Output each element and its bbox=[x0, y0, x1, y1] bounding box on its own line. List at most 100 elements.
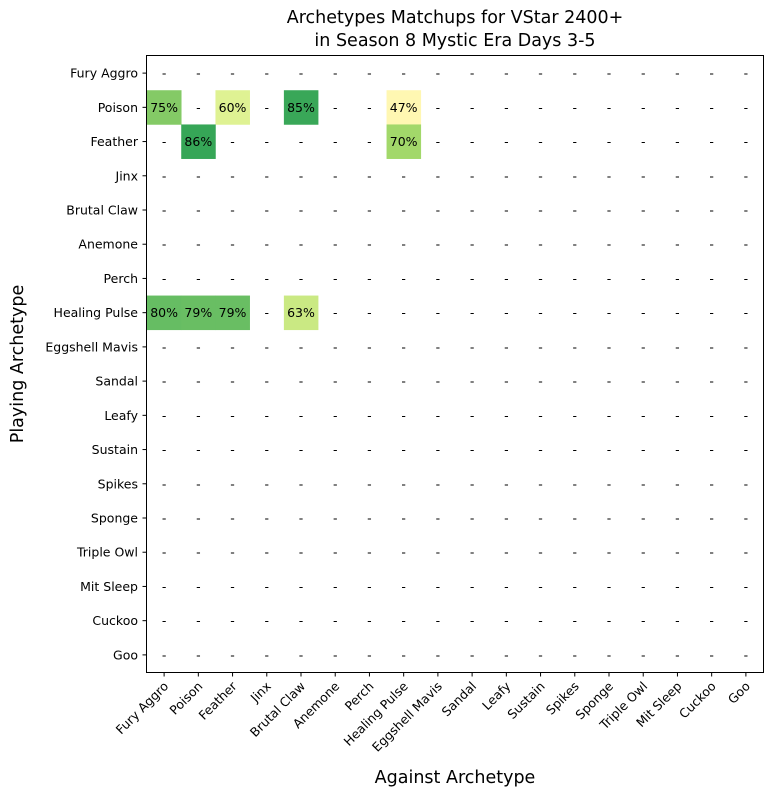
empty-cell-label: - bbox=[641, 237, 646, 252]
plot-frame bbox=[146, 55, 764, 673]
empty-cell-label: - bbox=[675, 305, 680, 320]
empty-cell-label: - bbox=[744, 442, 749, 457]
empty-cell-label: - bbox=[333, 579, 338, 594]
empty-cell-label: - bbox=[744, 134, 749, 149]
empty-cell-label: - bbox=[470, 339, 475, 354]
empty-cell-label: - bbox=[573, 168, 578, 183]
empty-cell-label: - bbox=[230, 339, 235, 354]
empty-cell-label: - bbox=[196, 511, 201, 526]
empty-cell-label: - bbox=[744, 66, 749, 81]
empty-cell-label: - bbox=[436, 203, 441, 218]
empty-cell-label: - bbox=[367, 613, 372, 628]
empty-cell-label: - bbox=[504, 647, 509, 662]
empty-cell-label: - bbox=[573, 134, 578, 149]
empty-cell-label: - bbox=[436, 511, 441, 526]
empty-cell-label: - bbox=[162, 613, 167, 628]
empty-cell-label: - bbox=[538, 647, 543, 662]
empty-cell-label: - bbox=[230, 476, 235, 491]
empty-cell-label: - bbox=[230, 579, 235, 594]
empty-cell-label: - bbox=[196, 613, 201, 628]
empty-cell-label: - bbox=[162, 339, 167, 354]
empty-cell-label: - bbox=[709, 408, 714, 423]
empty-cell-label: - bbox=[675, 271, 680, 286]
empty-cell-label: - bbox=[333, 374, 338, 389]
empty-cell-label: - bbox=[367, 579, 372, 594]
empty-cell-label: - bbox=[538, 237, 543, 252]
empty-cell-label: - bbox=[265, 579, 270, 594]
empty-cell-label: - bbox=[607, 476, 612, 491]
empty-cell-label: - bbox=[230, 613, 235, 628]
empty-cell-label: - bbox=[641, 66, 646, 81]
empty-cell-label: - bbox=[744, 476, 749, 491]
empty-cell-label: - bbox=[538, 305, 543, 320]
empty-cell-label: - bbox=[230, 271, 235, 286]
empty-cell-label: - bbox=[436, 237, 441, 252]
empty-cell-label: - bbox=[709, 237, 714, 252]
y-tick-label: Brutal Claw bbox=[66, 203, 138, 218]
empty-cell-label: - bbox=[607, 647, 612, 662]
empty-cell-label: - bbox=[573, 203, 578, 218]
empty-cell-label: - bbox=[504, 613, 509, 628]
empty-cell-label: - bbox=[230, 134, 235, 149]
empty-cell-label: - bbox=[299, 168, 304, 183]
empty-cell-label: - bbox=[299, 613, 304, 628]
y-tick-label: Sponge bbox=[91, 511, 138, 526]
empty-cell-label: - bbox=[333, 545, 338, 560]
empty-cell-label: - bbox=[538, 545, 543, 560]
empty-cell-label: - bbox=[436, 613, 441, 628]
empty-cell-label: - bbox=[299, 237, 304, 252]
empty-cell-label: - bbox=[504, 66, 509, 81]
empty-cell-label: - bbox=[299, 442, 304, 457]
empty-cell-label: - bbox=[367, 271, 372, 286]
empty-cell-label: - bbox=[675, 100, 680, 115]
empty-cell-label: - bbox=[675, 613, 680, 628]
empty-cell-label: - bbox=[744, 237, 749, 252]
y-axis-ticks: Fury Aggro Poison Feather Jinx Brutal Claw An… bbox=[45, 66, 147, 662]
empty-cell-label: - bbox=[333, 511, 338, 526]
empty-cell-label: - bbox=[573, 305, 578, 320]
empty-cell-label: - bbox=[299, 271, 304, 286]
empty-cell-label: - bbox=[196, 203, 201, 218]
empty-cell-label: - bbox=[504, 339, 509, 354]
empty-cell-label: - bbox=[504, 442, 509, 457]
empty-cell-label: - bbox=[538, 408, 543, 423]
empty-cell-label: - bbox=[504, 271, 509, 286]
empty-cell-label: - bbox=[607, 442, 612, 457]
empty-cell-label: - bbox=[162, 237, 167, 252]
x-tick-label: Cuckoo bbox=[676, 679, 719, 722]
y-tick-label: Triple Owl bbox=[76, 545, 138, 560]
empty-cell-label: - bbox=[401, 203, 406, 218]
empty-cell-label: - bbox=[436, 476, 441, 491]
empty-cell-label: - bbox=[196, 66, 201, 81]
empty-cell-label: - bbox=[470, 100, 475, 115]
heatmap-cell-healing-pulse-vs-poison bbox=[181, 295, 216, 331]
empty-cell-label: - bbox=[641, 511, 646, 526]
empty-cell-label: - bbox=[333, 408, 338, 423]
empty-cell-label: - bbox=[436, 408, 441, 423]
empty-cell-label: - bbox=[265, 613, 270, 628]
cell-value-label: 75% bbox=[150, 100, 178, 115]
heatmap-cell-poison-vs-brutal-claw bbox=[283, 90, 319, 125]
empty-cell-label: - bbox=[675, 511, 680, 526]
empty-cell-label: - bbox=[538, 579, 543, 594]
empty-cell-label: - bbox=[265, 545, 270, 560]
empty-cell-label: - bbox=[333, 168, 338, 183]
x-tick-label: Jinx bbox=[247, 679, 274, 706]
x-axis-label: Against Archetype bbox=[375, 768, 536, 788]
empty-cell-label: - bbox=[367, 339, 372, 354]
cell-value-label: 85% bbox=[287, 100, 315, 115]
empty-cell-label: - bbox=[230, 408, 235, 423]
empty-cell-label: - bbox=[709, 339, 714, 354]
y-tick-label: Poison bbox=[98, 100, 138, 115]
empty-cell-label: - bbox=[401, 511, 406, 526]
empty-cell-label: - bbox=[333, 203, 338, 218]
empty-cell-label: - bbox=[162, 271, 167, 286]
empty-cell-label: - bbox=[744, 100, 749, 115]
y-tick-label: Spikes bbox=[98, 476, 138, 491]
y-tick-label: Fury Aggro bbox=[70, 66, 138, 81]
empty-cell-label: - bbox=[504, 476, 509, 491]
empty-cell-label: - bbox=[744, 545, 749, 560]
empty-cell-label: - bbox=[367, 408, 372, 423]
empty-cell-label: - bbox=[709, 442, 714, 457]
